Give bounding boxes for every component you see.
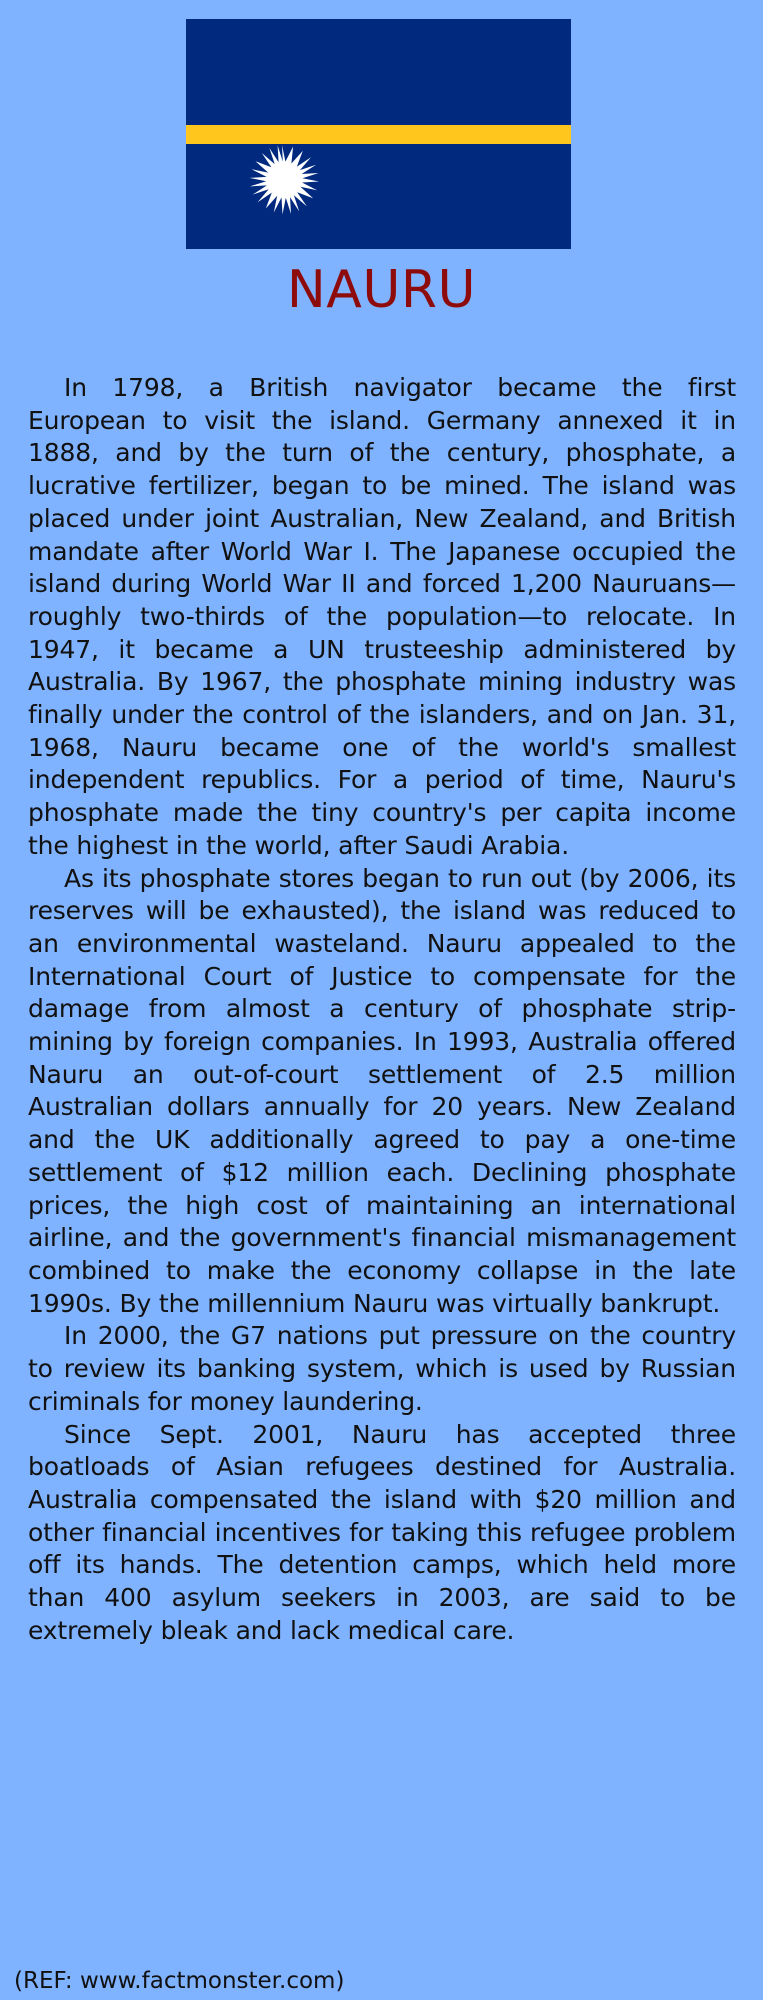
paragraph: Since Sept. 2001, Nauru has accepted thr… [28, 1419, 736, 1645]
page-title: NAURU [286, 260, 477, 320]
nauru-flag-icon [186, 19, 571, 249]
article-body: In 1798, a British navigator became the … [28, 372, 736, 1647]
paragraph: As its phosphate stores began to run out… [28, 863, 736, 1318]
flag-star-icon [249, 145, 319, 215]
reference-note: (REF: www.factmonster.com) [14, 1968, 345, 1994]
paragraph: In 1798, a British navigator became the … [28, 373, 736, 860]
paragraph: In 2000, the G7 nations put pressure on … [28, 1321, 736, 1416]
flag-stripe [186, 125, 571, 144]
